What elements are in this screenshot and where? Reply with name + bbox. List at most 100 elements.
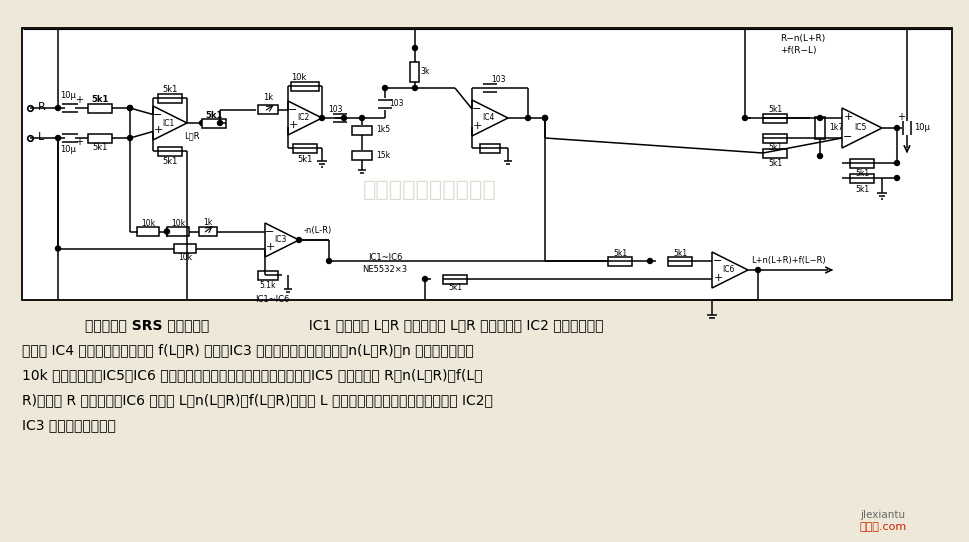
Circle shape [412,86,417,91]
Text: +: + [75,95,83,105]
Circle shape [127,106,133,111]
Bar [763,113,786,122]
Circle shape [359,115,364,120]
Circle shape [525,115,530,120]
Text: −: − [266,227,274,237]
Bar [167,227,189,236]
Text: -n(L-R): -n(L-R) [303,225,332,235]
Circle shape [755,268,760,273]
Bar [849,158,873,167]
Circle shape [327,259,331,263]
Bar [202,119,226,127]
Text: IC4: IC4 [482,113,493,122]
Text: 节送入 IC4 进行带通滤波，输出 f(L－R) 信号。IC3 将信号反相相加，得到－n(L＋R)，n 是此级增益，由: 节送入 IC4 进行带通滤波，输出 f(L－R) 信号。IC3 将信号反相相加，… [22,343,473,357]
Text: 15k: 15k [376,151,390,159]
Text: 10μ: 10μ [60,91,76,100]
Circle shape [817,115,822,120]
Text: IC3: IC3 [273,236,286,244]
Text: +: + [712,273,722,283]
Text: 10k: 10k [291,73,306,81]
Bar [173,244,196,253]
Circle shape [817,153,822,158]
Text: 10μ: 10μ [913,124,929,132]
Text: 杭州烀虑科技有限公司: 杭州烀虑科技有限公司 [362,180,496,200]
Text: 1k7: 1k7 [828,124,842,132]
Circle shape [542,115,547,120]
Text: 5k1: 5k1 [297,154,312,164]
Bar [849,173,873,183]
Circle shape [422,276,427,281]
Text: IC5: IC5 [853,124,865,132]
Text: NE5532×3: NE5532×3 [362,266,407,274]
Text: −: − [153,110,163,120]
Bar [158,146,182,156]
Bar [763,149,786,158]
Text: 10k 电位器调节。IC5、IC6 是两个全加器电路，用于混合各路信号。IC5 输出信号为 R＋n(L＋R)＋f(L－: 10k 电位器调节。IC5、IC6 是两个全加器电路，用于混合各路信号。IC5 … [22,368,482,382]
Text: 1k: 1k [263,93,273,102]
Text: IC1~IC6: IC1~IC6 [367,254,402,262]
Text: −: − [288,105,297,115]
Bar [88,133,111,143]
Text: R: R [38,102,46,112]
Text: −: − [842,132,852,142]
Circle shape [200,120,204,126]
Text: 5k1: 5k1 [205,111,223,119]
Text: 用运放试作 SRS 效果处理器: 用运放试作 SRS 效果处理器 [85,318,209,332]
Text: 捧线图.com: 捧线图.com [860,522,906,532]
Circle shape [412,46,417,50]
Circle shape [893,126,898,131]
Bar [608,256,632,266]
Text: L+n(L+R)+f(L−R): L+n(L+R)+f(L−R) [750,255,825,264]
Circle shape [319,115,325,120]
Circle shape [382,86,387,91]
Text: 5k1: 5k1 [767,106,781,114]
Text: 5k1: 5k1 [91,95,109,105]
Text: IC3 外接电位器调节。: IC3 外接电位器调节。 [22,418,115,432]
Text: 5k1: 5k1 [767,144,781,152]
Circle shape [341,115,346,120]
Text: 5k1: 5k1 [854,170,868,178]
Circle shape [127,106,133,111]
Text: 103: 103 [389,100,403,108]
Bar [668,256,691,266]
Circle shape [647,259,652,263]
Text: 5k1: 5k1 [162,157,177,165]
Circle shape [297,237,301,242]
Bar [293,144,317,152]
Text: +: + [472,121,482,131]
Circle shape [55,106,60,111]
Text: IC1 将输入的 L、R 相减，得到 L－R 信号，通过 IC2 缓冲及增益调: IC1 将输入的 L、R 相减，得到 L－R 信号，通过 IC2 缓冲及增益调 [299,318,603,332]
Text: 5k1: 5k1 [92,143,108,152]
Text: 5.1k: 5.1k [260,281,276,291]
Text: 103: 103 [490,75,505,85]
Text: +f(R−L): +f(R−L) [779,46,816,55]
Text: 1k: 1k [203,218,212,227]
Text: R)，送到 R 声道放大；IC6 输出为 L＋n(L＋R)＋f(L－R)，送到 L 声道放大。空间感和对比度分别用 IC2、: R)，送到 R 声道放大；IC6 输出为 L＋n(L＋R)＋f(L－R)，送到 … [22,393,492,407]
Text: 1k5: 1k5 [376,126,390,134]
Bar [763,133,786,143]
Circle shape [893,176,898,180]
Text: jlexiantu: jlexiantu [860,510,904,520]
Circle shape [217,120,222,126]
Bar [258,270,278,280]
Text: +: + [266,242,274,252]
Text: +: + [896,112,904,122]
Text: +: + [288,120,297,130]
Bar [258,105,278,114]
Circle shape [165,229,170,234]
Text: 5k1: 5k1 [162,85,177,94]
Text: IC2: IC2 [297,113,309,122]
Bar [410,62,419,82]
Text: 3k: 3k [420,68,429,76]
Bar [158,94,182,102]
Text: L: L [38,132,45,142]
Circle shape [165,229,170,234]
Text: 5k1: 5k1 [854,184,868,193]
Circle shape [55,136,60,140]
Text: R−n(L+R): R−n(L+R) [779,34,825,42]
Bar [443,274,466,283]
Text: 5k1: 5k1 [612,248,626,257]
Bar [199,227,217,236]
Text: 5k1: 5k1 [448,283,461,293]
Text: 103: 103 [328,106,342,114]
